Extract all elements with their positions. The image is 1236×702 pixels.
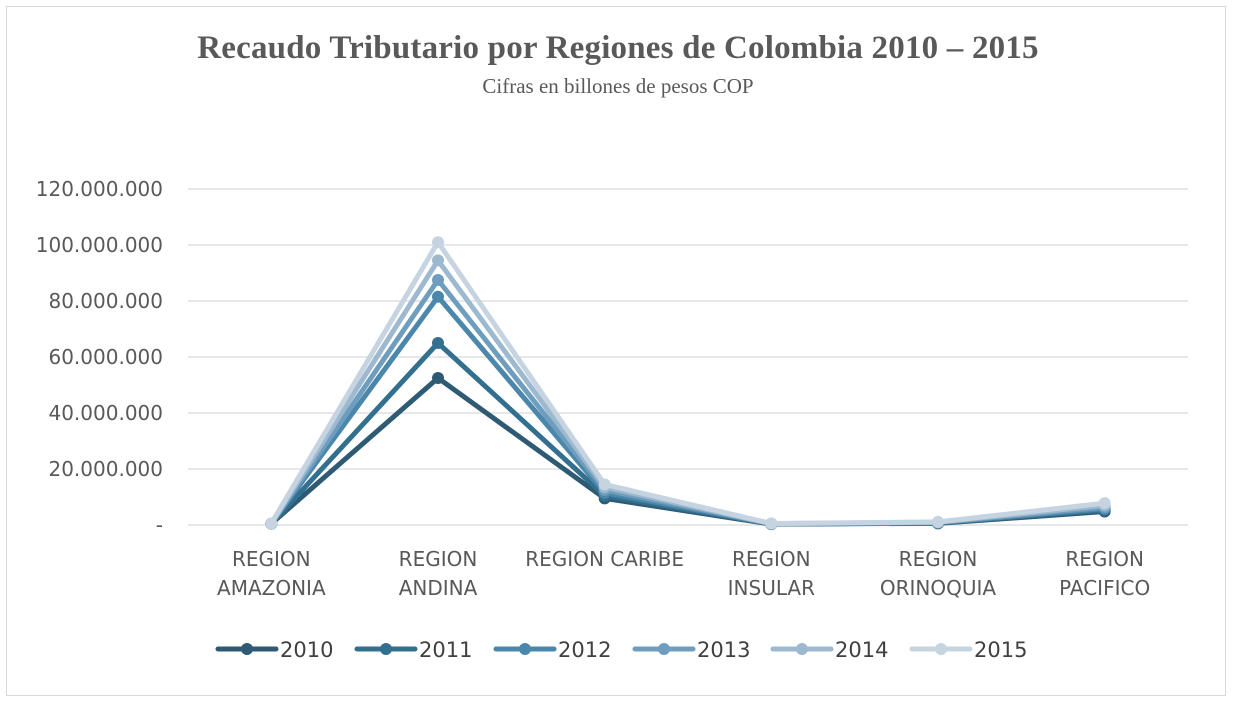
legend: 2010 2011 2012 2013 2014 2015	[215, 638, 1027, 662]
y-tick-label: 100.000.000	[36, 233, 163, 257]
data-point	[432, 254, 444, 267]
series-2015	[265, 236, 1111, 530]
chart-subtitle: Cifras en billones de pesos COP	[482, 74, 754, 98]
x-tick-label: REGION AMAZONIA	[217, 547, 326, 600]
data-point	[432, 337, 444, 349]
x-tick-label-line: REGION	[1065, 547, 1144, 571]
legend-marker	[935, 643, 947, 655]
x-tick-label: REGION CARIBE	[525, 547, 684, 571]
legend-item: 2011	[354, 638, 472, 662]
legend-label: 2014	[835, 638, 888, 662]
grid-lines	[188, 188, 1188, 526]
series-line	[268, 239, 1108, 526]
x-tick-label-line: REGION	[899, 547, 978, 571]
y-tick-label: 120.000.000	[36, 177, 163, 201]
legend-marker	[796, 643, 808, 655]
series-2011	[265, 337, 1111, 531]
data-point	[932, 515, 944, 528]
x-tick-label: REGION INSULAR	[728, 547, 815, 600]
legend-label: 2012	[558, 638, 611, 662]
legend-label: 2015	[974, 638, 1027, 662]
x-tick-label-line: ANDINA	[399, 576, 478, 600]
x-tick-label: REGION PACIFICO	[1059, 547, 1150, 600]
series-2012	[265, 290, 1111, 530]
y-tick-label: 80.000.000	[48, 289, 163, 313]
y-tick-label: -	[156, 513, 163, 537]
chart-title: Recaudo Tributario por Regiones de Colom…	[197, 30, 1039, 66]
x-tick-label-line: INSULAR	[728, 576, 815, 600]
x-tick-label-line: PACIFICO	[1059, 576, 1150, 600]
series-line	[268, 340, 1108, 527]
data-point	[432, 372, 444, 384]
legend-item: 2014	[770, 638, 888, 662]
data-point	[598, 478, 611, 491]
x-tick-label: REGION ANDINA	[399, 547, 478, 600]
legend-item: 2013	[632, 638, 750, 662]
x-tick-label-line: ORINOQUIA	[880, 576, 997, 600]
legend-marker	[658, 643, 670, 655]
legend-label: 2013	[697, 638, 750, 662]
y-tick-label: 60.000.000	[48, 345, 163, 369]
data-point	[432, 290, 444, 303]
y-axis-ticks: - 20.000.000 40.000.000 60.000.000 80.000.00…	[36, 177, 163, 537]
legend-label: 2011	[419, 638, 472, 662]
series-lines	[265, 236, 1111, 531]
series-2013	[265, 274, 1111, 530]
x-tick-label: REGION ORINOQUIA	[880, 547, 997, 600]
data-point	[432, 236, 444, 249]
data-point	[765, 517, 778, 530]
data-point	[432, 274, 444, 286]
y-tick-label: 20.000.000	[48, 457, 163, 481]
legend-item: 2012	[493, 638, 611, 662]
x-tick-label-line: REGION CARIBE	[525, 547, 684, 571]
series-line	[268, 257, 1108, 527]
x-tick-label-line: REGION	[399, 547, 478, 571]
data-point	[1098, 497, 1111, 510]
legend-item: 2015	[909, 638, 1027, 662]
legend-label: 2010	[280, 638, 333, 662]
x-axis-ticks: REGION AMAZONIA REGION ANDINA REGION CARIBE R…	[217, 547, 1150, 600]
data-point	[265, 517, 278, 530]
y-tick-label: 40.000.000	[48, 401, 163, 425]
legend-marker	[380, 643, 392, 655]
legend-item: 2010	[215, 638, 333, 662]
legend-marker	[241, 643, 253, 655]
chart-frame	[6, 6, 1226, 696]
x-tick-label-line: AMAZONIA	[217, 576, 326, 600]
x-tick-label-line: REGION	[732, 547, 811, 571]
legend-marker	[519, 643, 531, 655]
x-tick-label-line: REGION	[232, 547, 311, 571]
